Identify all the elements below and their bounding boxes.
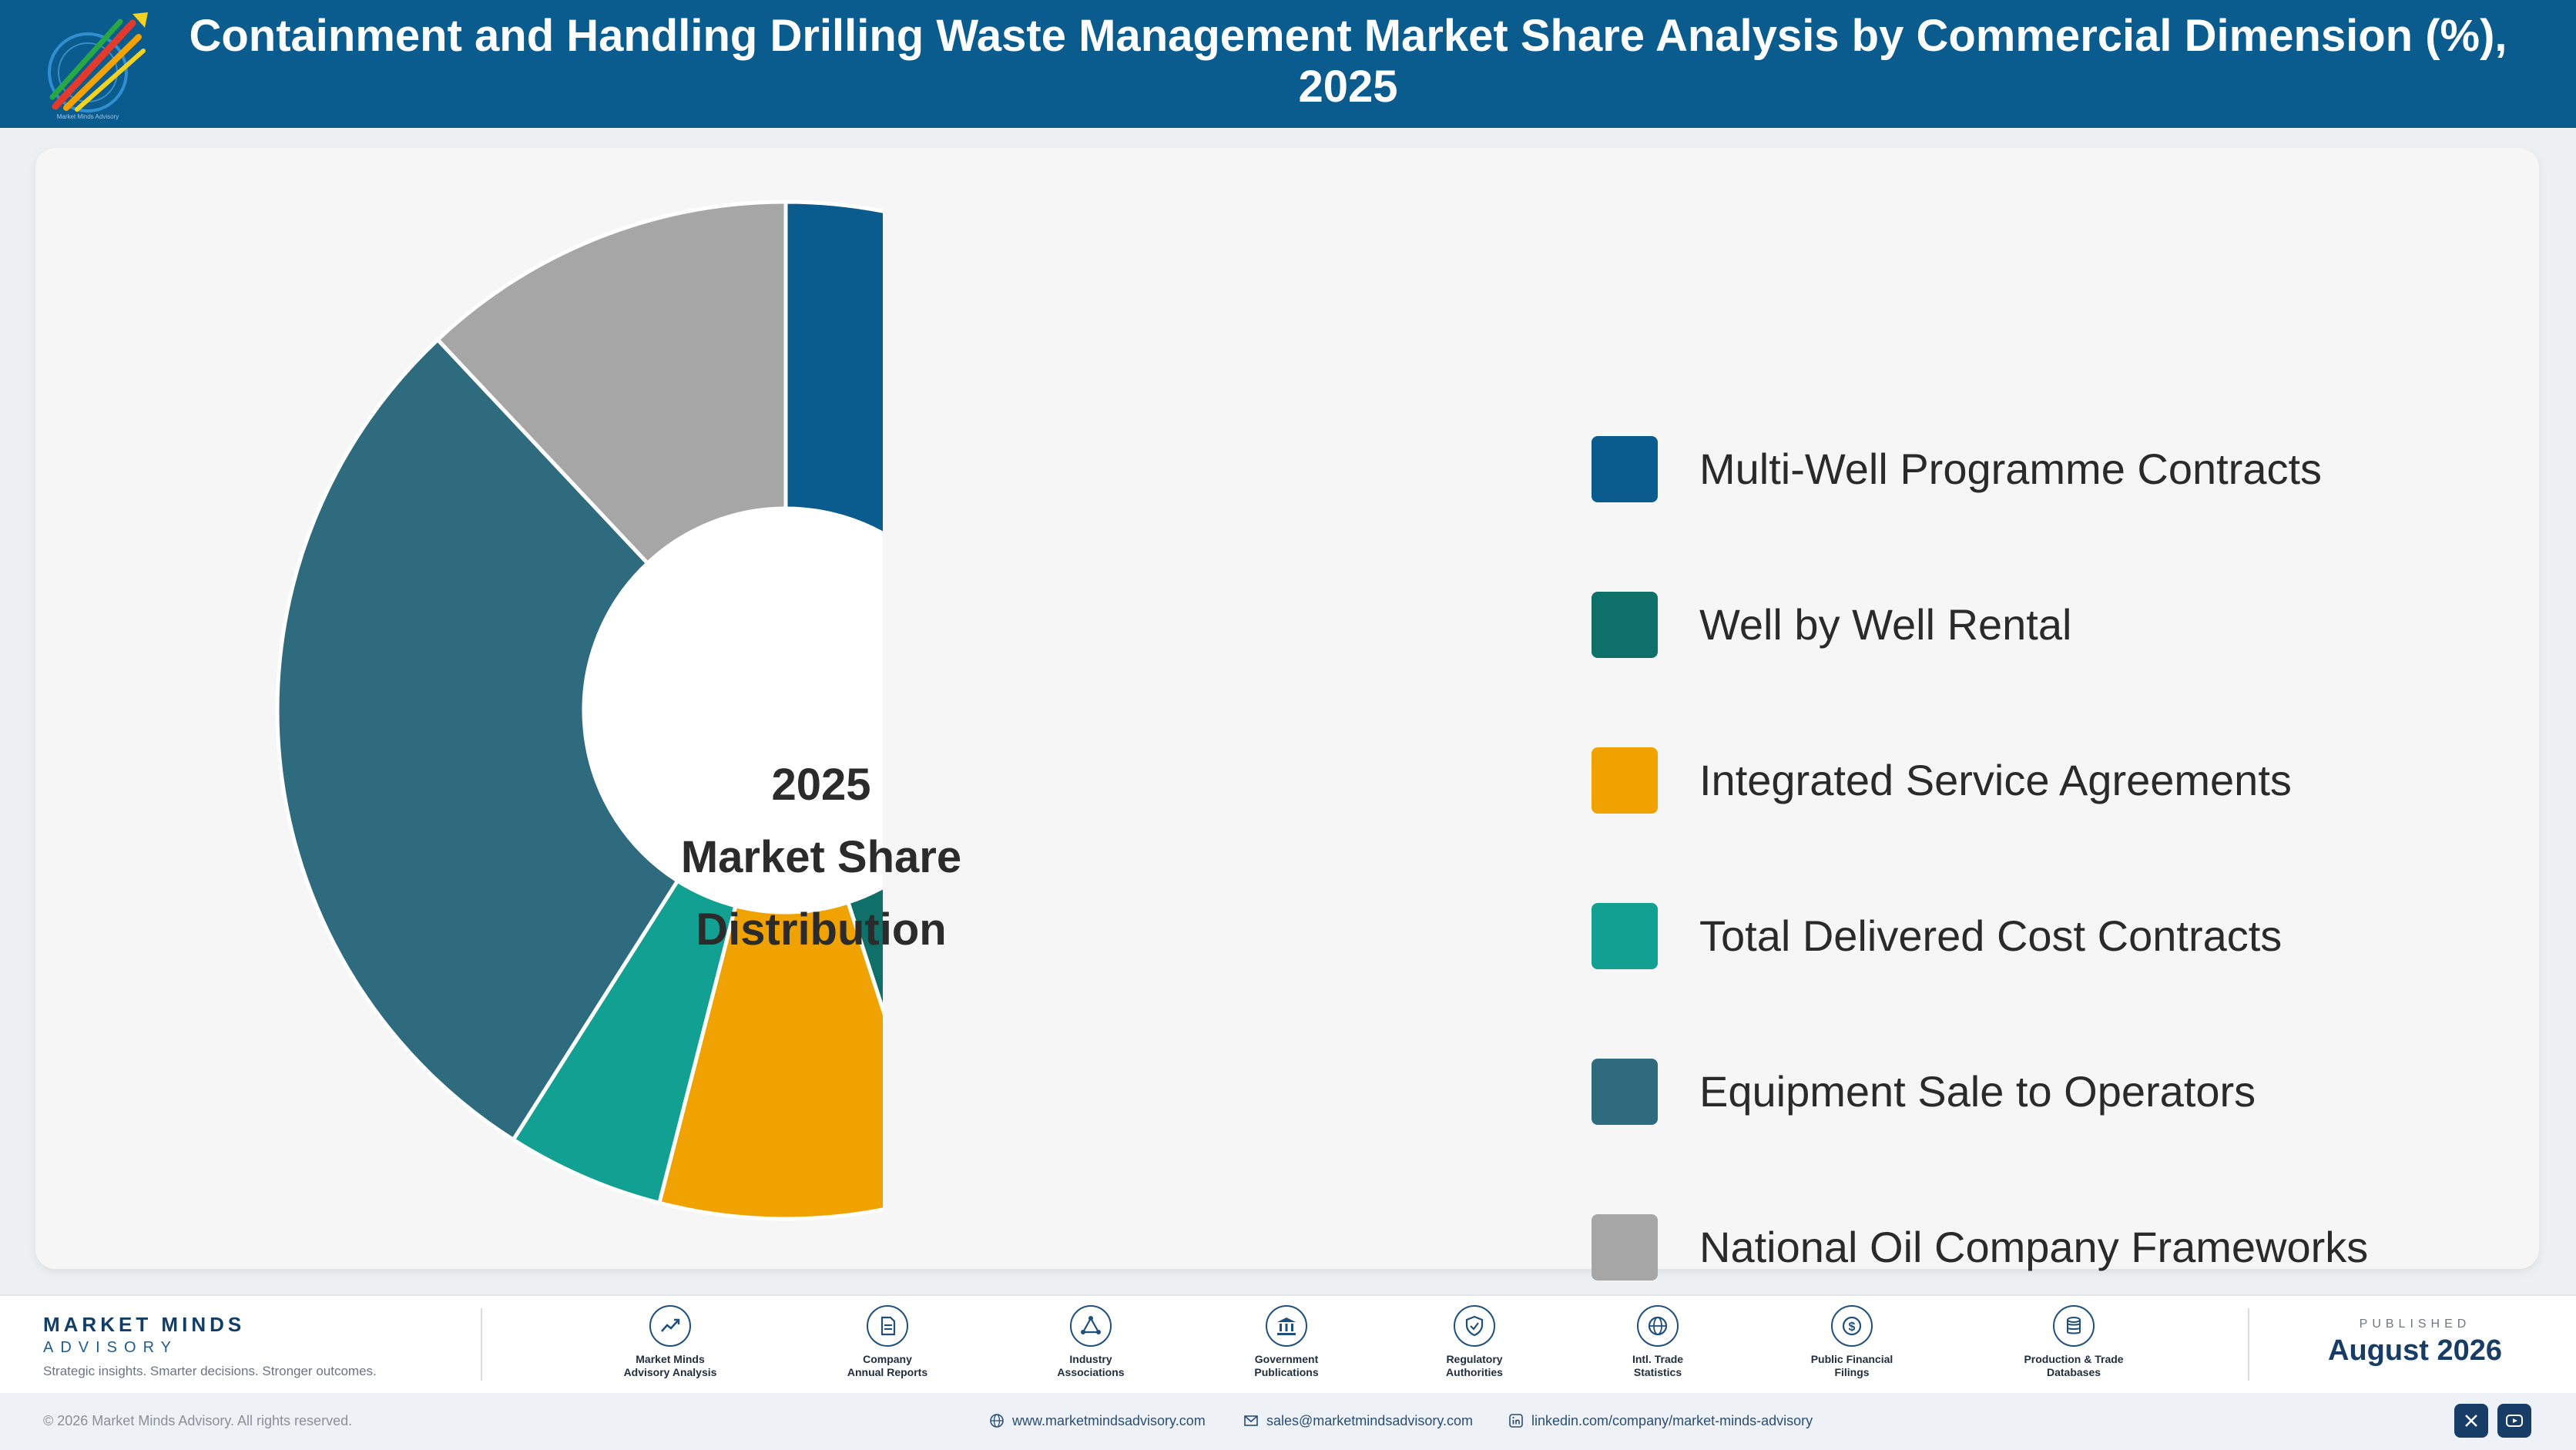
source-company-annual-reports: Company Annual Reports [810, 1305, 964, 1379]
center-label-line3: Distribution [696, 905, 947, 955]
source-label-line2: Databases [2046, 1366, 2101, 1378]
website-link[interactable]: www.marketmindsadvisory.com [989, 1413, 1206, 1429]
legend-label: Well by Well Rental [1699, 600, 2072, 649]
legend-swatch [1592, 903, 1658, 969]
source-label-line1: Market Minds [636, 1353, 705, 1365]
footer-divider [2248, 1308, 2249, 1381]
source-intl-trade-statistics: Intl. Trade Statistics [1581, 1305, 1735, 1379]
website-text: www.marketmindsadvisory.com [1012, 1413, 1206, 1428]
source-label-line2: Publications [1254, 1366, 1319, 1378]
shield-check-icon [1454, 1305, 1495, 1347]
source-label-line1: Public Financial [1810, 1353, 1893, 1365]
donut-hole [585, 510, 883, 911]
source-label-line2: Annual Reports [847, 1366, 928, 1378]
x-icon[interactable] [2454, 1404, 2488, 1438]
logo-caption: Market Minds Advisory [57, 113, 119, 120]
source-label-line1: Company [863, 1353, 912, 1365]
pie-slice-0 [783, 200, 883, 536]
source-public-financial-filings: $ Public Financial Filings [1775, 1305, 1929, 1379]
legend-item: Total Delivered Cost Contracts [1592, 900, 2439, 969]
legend-item: Well by Well Rental [1592, 589, 2439, 658]
dollar-coin-icon: $ [1831, 1305, 1873, 1347]
linkedin-icon [1509, 1414, 1523, 1428]
legend-label: Total Delivered Cost Contracts [1699, 911, 2283, 960]
legend-swatch [1592, 1214, 1658, 1280]
legend-item: Equipment Sale to Operators [1592, 1056, 2439, 1125]
legend-label: National Oil Company Frameworks [1699, 1223, 2369, 1271]
legend-item: Integrated Service Agreements [1592, 744, 2439, 814]
source-government-publications: Government Publications [1209, 1305, 1363, 1379]
copyright-text: © 2026 Market Minds Advisory. All rights… [43, 1413, 353, 1428]
bottom-bar: © 2026 Market Minds Advisory. All rights… [0, 1393, 2576, 1450]
email-text: sales@marketmindsadvisory.com [1266, 1413, 1474, 1428]
email-link[interactable]: sales@marketmindsadvisory.com [1243, 1413, 1473, 1429]
globe-icon [1637, 1305, 1679, 1347]
svg-text:$: $ [1849, 1321, 1856, 1334]
header-bar: Market Minds Advisory Containment and Ha… [0, 0, 2576, 128]
footer-divider [481, 1308, 482, 1381]
legend-swatch [1592, 747, 1658, 814]
source-label-line1: Regulatory [1446, 1353, 1503, 1365]
document-icon [867, 1305, 908, 1347]
source-market-minds-analysis: Market Minds Advisory Analysis [593, 1305, 747, 1379]
linkedin-link[interactable]: linkedin.com/company/market-minds-adviso… [1508, 1413, 1813, 1429]
pie-slice-4 [275, 337, 681, 1143]
source-production-trade-databases: Production & Trade Databases [1997, 1305, 2151, 1379]
chart-card: 2025 Market Share Distribution Multi-Wel… [35, 148, 2539, 1280]
rocket-logo-icon: Market Minds Advisory [48, 12, 148, 120]
legend-item: Multi-Well Programme Contracts [1592, 433, 2439, 502]
mail-icon [1244, 1415, 1258, 1426]
legend-item: National Oil Company Frameworks [1592, 1211, 2439, 1280]
source-label-line2: Authorities [1446, 1366, 1503, 1378]
brand-name: MARKET MINDS [43, 1313, 246, 1336]
linkedin-text: linkedin.com/company/market-minds-adviso… [1531, 1413, 1813, 1428]
legend-swatch [1592, 1059, 1658, 1125]
legend-swatch [1592, 592, 1658, 658]
legend-label: Integrated Service Agreements [1699, 756, 2292, 804]
legend-swatch [1592, 436, 1658, 502]
source-regulatory-authorities: Regulatory Authorities [1397, 1305, 1551, 1379]
footer: MARKET MINDS ADVISORY Strategic insights… [0, 1294, 2576, 1393]
center-label-year: 2025 [771, 760, 871, 810]
source-label-line1: Government [1254, 1353, 1319, 1365]
database-icon [2053, 1305, 2095, 1347]
source-label-line2: Statistics [1633, 1366, 1682, 1378]
brand-tagline: Strategic insights. Smarter decisions. S… [43, 1364, 377, 1378]
government-building-icon [1266, 1305, 1307, 1347]
network-icon [1070, 1305, 1112, 1347]
trend-chart-icon [649, 1305, 691, 1347]
chart-center-label: 2025 Market Share Distribution [644, 749, 998, 966]
source-label-line2: Filings [1834, 1366, 1870, 1378]
source-label-line2: Advisory Analysis [623, 1366, 717, 1378]
pie-slice-2 [656, 900, 883, 1221]
legend-label: Multi-Well Programme Contracts [1699, 445, 2323, 493]
center-label-line2: Market Share [680, 832, 962, 882]
published-date: August 2026 [2328, 1334, 2502, 1367]
pie-slice-5 [434, 200, 788, 566]
source-label-line1: Production & Trade [2024, 1353, 2124, 1365]
legend-label: Equipment Sale to Operators [1699, 1067, 2256, 1116]
page-title: Containment and Handling Drilling Waste … [189, 11, 2507, 112]
brand-sub: ADVISORY [43, 1339, 178, 1356]
donut-chart [275, 200, 883, 1221]
published-label: PUBLISHED [2359, 1317, 2471, 1331]
source-label-line1: Intl. Trade [1632, 1353, 1684, 1365]
source-label-line2: Associations [1057, 1366, 1125, 1378]
globe-icon [990, 1414, 1004, 1428]
youtube-icon[interactable] [2497, 1404, 2531, 1438]
source-industry-associations: Industry Associations [1014, 1305, 1168, 1379]
source-label-line1: Industry [1069, 1353, 1112, 1365]
